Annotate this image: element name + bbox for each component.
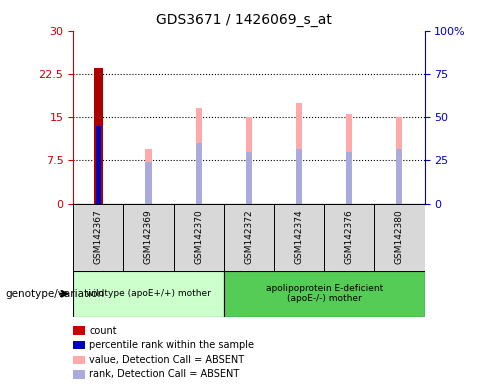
Bar (224, 271, 425, 317)
Bar (246, 117, 252, 204)
Bar (145, 149, 151, 204)
Bar (396, 149, 403, 204)
Bar (94, 68, 103, 204)
Bar (274, 204, 324, 271)
Text: GSM142374: GSM142374 (295, 210, 304, 265)
Text: genotype/variation: genotype/variation (5, 289, 104, 299)
Text: GSM142369: GSM142369 (144, 210, 153, 265)
Bar (296, 149, 302, 204)
Bar (296, 103, 302, 204)
Text: rank, Detection Call = ABSENT: rank, Detection Call = ABSENT (89, 369, 240, 379)
Bar (396, 117, 403, 204)
Bar (374, 204, 425, 271)
Bar (196, 109, 202, 204)
Bar (224, 204, 274, 271)
Bar (73, 271, 224, 317)
Text: GSM142367: GSM142367 (94, 210, 103, 265)
Bar (96, 126, 101, 204)
Bar (346, 114, 352, 204)
Bar (324, 204, 374, 271)
Text: percentile rank within the sample: percentile rank within the sample (89, 340, 254, 350)
Text: GSM142380: GSM142380 (395, 210, 404, 265)
Bar (246, 152, 252, 204)
Bar (145, 162, 151, 204)
Text: wildtype (apoE+/+) mother: wildtype (apoE+/+) mother (86, 289, 211, 298)
Bar (174, 204, 224, 271)
Bar (196, 143, 202, 204)
Text: GSM142370: GSM142370 (194, 210, 203, 265)
Text: GSM142376: GSM142376 (345, 210, 354, 265)
Bar (73, 204, 123, 271)
Bar (123, 204, 174, 271)
Text: apolipoprotein E-deficient
(apoE-/-) mother: apolipoprotein E-deficient (apoE-/-) mot… (265, 284, 383, 303)
Text: GSM142372: GSM142372 (244, 210, 253, 265)
Bar (346, 152, 352, 204)
Text: count: count (89, 326, 117, 336)
Text: GDS3671 / 1426069_s_at: GDS3671 / 1426069_s_at (156, 13, 332, 27)
Text: value, Detection Call = ABSENT: value, Detection Call = ABSENT (89, 355, 244, 365)
